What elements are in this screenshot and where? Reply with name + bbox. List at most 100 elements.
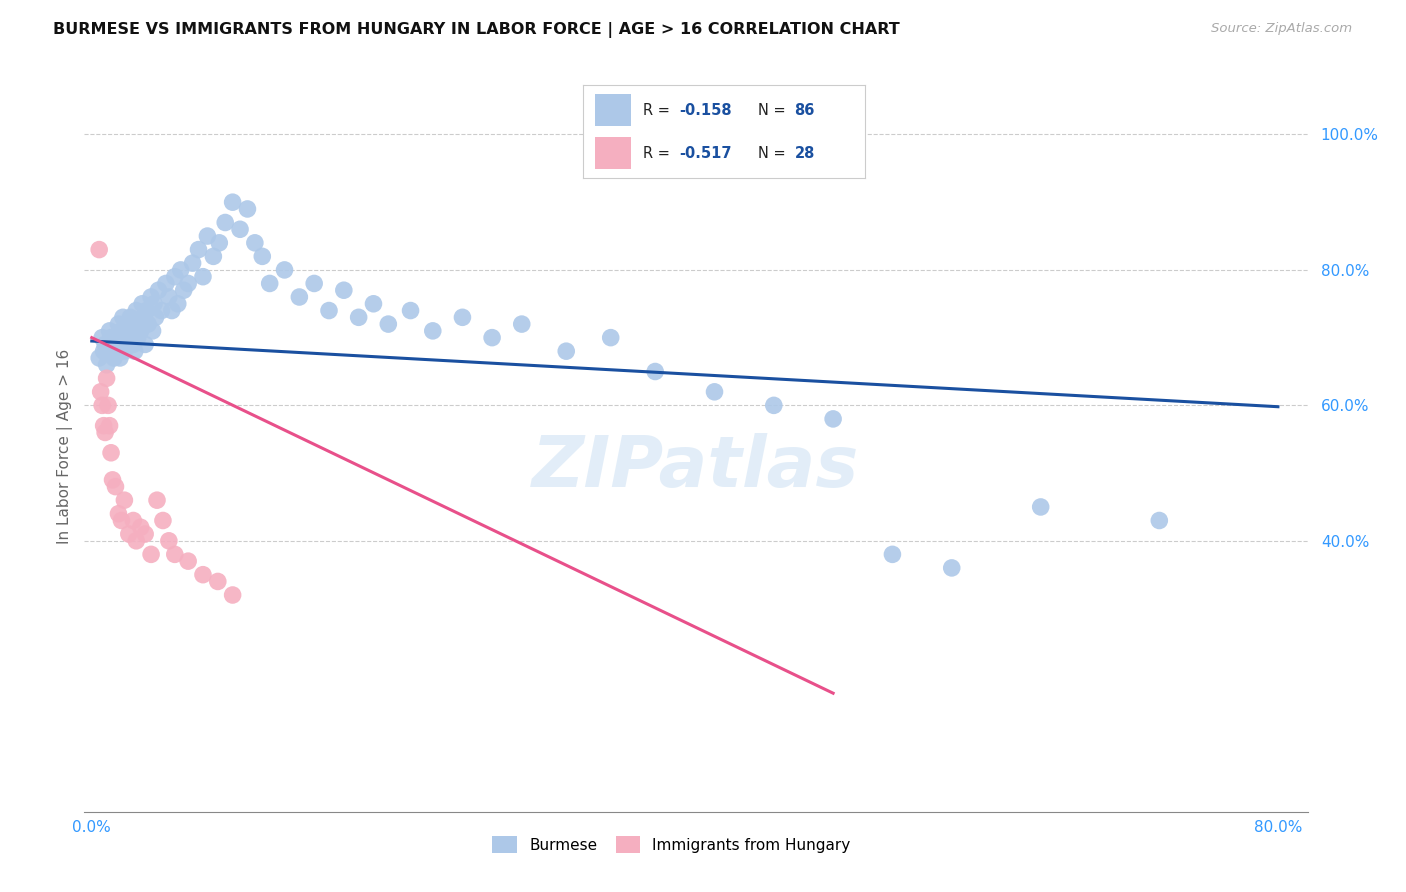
Point <box>214 215 236 229</box>
Text: -0.517: -0.517 <box>679 145 731 161</box>
Text: N =: N = <box>758 103 790 118</box>
Point <box>202 249 225 263</box>
Point <box>96 371 118 385</box>
Point <box>129 520 152 534</box>
Point <box>243 235 266 250</box>
Point <box>104 480 127 494</box>
Point <box>110 514 132 528</box>
Text: 86: 86 <box>794 103 814 118</box>
Point <box>191 269 214 284</box>
Point <box>94 425 117 440</box>
Point <box>1149 514 1171 528</box>
Point <box>115 317 138 331</box>
Point <box>318 303 340 318</box>
Point <box>98 418 121 433</box>
Point <box>163 547 186 561</box>
Point <box>91 398 114 412</box>
Point <box>208 235 231 250</box>
Y-axis label: In Labor Force | Age > 16: In Labor Force | Age > 16 <box>58 349 73 543</box>
Point <box>644 364 666 378</box>
Point <box>107 507 129 521</box>
Point <box>105 337 128 351</box>
Point <box>89 243 111 257</box>
Point <box>347 310 370 325</box>
Text: 28: 28 <box>794 145 814 161</box>
Point <box>118 527 141 541</box>
Point <box>703 384 725 399</box>
Point <box>100 446 122 460</box>
Point <box>333 283 356 297</box>
Point <box>399 303 422 318</box>
Point <box>107 317 129 331</box>
FancyBboxPatch shape <box>595 137 631 169</box>
Point <box>97 398 120 412</box>
Point <box>118 324 141 338</box>
Point <box>170 263 193 277</box>
Point <box>107 344 129 359</box>
Point <box>599 331 621 345</box>
Point <box>134 527 156 541</box>
Point <box>422 324 444 338</box>
Point <box>155 277 177 291</box>
Point <box>229 222 252 236</box>
Point <box>110 324 132 338</box>
Point <box>132 310 155 325</box>
FancyBboxPatch shape <box>595 95 631 126</box>
Point <box>148 283 170 297</box>
Point <box>110 337 132 351</box>
Point <box>136 317 159 331</box>
Point <box>152 514 174 528</box>
Point <box>163 269 186 284</box>
Text: ZIPatlas: ZIPatlas <box>533 434 859 502</box>
Point <box>90 384 112 399</box>
Point <box>100 344 122 359</box>
Point <box>129 324 152 338</box>
Point <box>122 514 145 528</box>
Point <box>555 344 578 359</box>
Point <box>181 256 204 270</box>
Point <box>288 290 311 304</box>
Point <box>131 297 153 311</box>
Point <box>236 202 259 216</box>
Point <box>363 297 385 311</box>
Point <box>481 331 503 345</box>
Point <box>96 358 118 372</box>
Point <box>1029 500 1052 514</box>
Point <box>166 297 188 311</box>
Point <box>273 263 295 277</box>
Point <box>160 303 183 318</box>
Point <box>104 331 127 345</box>
Text: BURMESE VS IMMIGRANTS FROM HUNGARY IN LABOR FORCE | AGE > 16 CORRELATION CHART: BURMESE VS IMMIGRANTS FROM HUNGARY IN LA… <box>53 22 900 38</box>
Point <box>762 398 785 412</box>
Point <box>125 303 148 318</box>
Point <box>302 277 325 291</box>
Point <box>121 331 143 345</box>
Text: Source: ZipAtlas.com: Source: ZipAtlas.com <box>1212 22 1353 36</box>
Point <box>882 547 904 561</box>
Point <box>98 324 121 338</box>
Point <box>134 337 156 351</box>
Text: R =: R = <box>643 103 673 118</box>
Point <box>252 249 274 263</box>
Point <box>100 331 122 345</box>
Point <box>111 310 134 325</box>
Point <box>112 344 135 359</box>
Point <box>135 303 157 318</box>
Point <box>823 412 845 426</box>
Point <box>139 547 162 561</box>
Point <box>221 588 243 602</box>
Point <box>117 337 139 351</box>
Text: N =: N = <box>758 145 790 161</box>
Point <box>157 533 180 548</box>
Point <box>146 493 169 508</box>
Point <box>89 351 111 365</box>
Point <box>187 243 209 257</box>
Point <box>139 290 162 304</box>
Point <box>177 277 200 291</box>
Point <box>221 195 243 210</box>
Point <box>127 331 149 345</box>
Point <box>191 567 214 582</box>
Point <box>125 533 148 548</box>
Point <box>510 317 533 331</box>
Text: -0.158: -0.158 <box>679 103 731 118</box>
